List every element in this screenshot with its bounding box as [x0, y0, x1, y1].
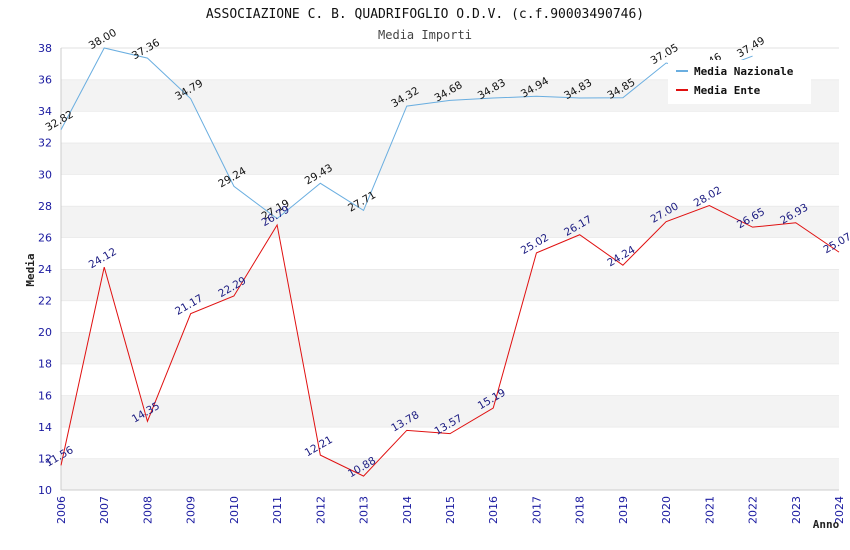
y-tick-label: 16 [38, 389, 52, 402]
chart-subtitle: Media Importi [378, 28, 472, 42]
x-tick-label: 2007 [98, 496, 111, 524]
x-tick-label: 2019 [617, 496, 630, 524]
y-tick-labels: 10 12 14 16 18 20 22 24 26 28 30 32 34 36 38 [38, 42, 52, 497]
x-tick-label: 2023 [790, 496, 803, 524]
x-tick-label: 2008 [141, 496, 154, 524]
series-lines [60, 47, 840, 477]
y-tick-label: 24 [38, 263, 52, 276]
x-axis-label: Anno [813, 518, 840, 531]
legend-entry: Media Nazionale [694, 65, 794, 78]
legend-entry: Media Ente [694, 84, 761, 97]
grid-band [61, 363, 839, 396]
y-tick-label: 30 [38, 168, 52, 181]
grid-band [61, 426, 839, 459]
y-tick-label: 28 [38, 200, 52, 213]
grid-band [61, 142, 839, 175]
y-tick-label: 18 [38, 358, 52, 371]
x-tick-label: 2013 [358, 496, 371, 524]
grid-band [61, 395, 839, 427]
grid-band [61, 237, 839, 269]
grid-band [61, 205, 839, 238]
series-line-0 [60, 47, 753, 220]
grid-band [61, 174, 839, 206]
y-tick-label: 12 [38, 452, 52, 465]
y-tick-label: 20 [38, 326, 52, 339]
x-tick-label: 2024 [833, 496, 846, 524]
x-tick-label: 2017 [530, 496, 543, 524]
y-axis-label: Media [24, 253, 37, 286]
x-tick-label: 2022 [747, 496, 760, 524]
x-tick-label: 2021 [703, 496, 716, 524]
y-tick-label: 32 [38, 137, 52, 150]
grid-band [61, 111, 839, 143]
y-tick-label: 38 [38, 42, 52, 55]
y-tick-label: 34 [38, 105, 52, 118]
x-tick-label: 2018 [574, 496, 587, 524]
x-tick-label: 2010 [228, 496, 241, 524]
y-tick-label: 22 [38, 295, 52, 308]
grid-band [61, 332, 839, 364]
y-tick-label: 26 [38, 231, 52, 244]
legend-box [668, 60, 811, 104]
x-tick-label: 2009 [185, 496, 198, 524]
x-tick-labels: 2006 2007 2008 2009 2010 2011 2012 2013 2014 2015… [55, 496, 846, 524]
chart-title: ASSOCIAZIONE C. B. QUADRIFOGLIO O.D.V. (… [206, 7, 644, 22]
x-tick-label: 2012 [314, 496, 327, 524]
x-tick-label: 2020 [660, 496, 673, 524]
x-tick-label: 2016 [487, 496, 500, 524]
axes [60, 48, 839, 491]
y-tick-label: 14 [38, 421, 52, 434]
grid-band [61, 458, 839, 490]
grid-band [61, 300, 839, 333]
x-tick-label: 2011 [271, 496, 284, 524]
grid-band [61, 269, 839, 301]
legend: Media Nazionale Media Ente [668, 60, 811, 104]
y-tick-label: 10 [38, 484, 52, 497]
series-line-1 [60, 204, 840, 477]
x-tick-label: 2015 [444, 496, 457, 524]
x-tick-label: 2006 [55, 496, 68, 524]
y-tick-label: 36 [38, 74, 52, 87]
x-tick-label: 2014 [401, 496, 414, 524]
